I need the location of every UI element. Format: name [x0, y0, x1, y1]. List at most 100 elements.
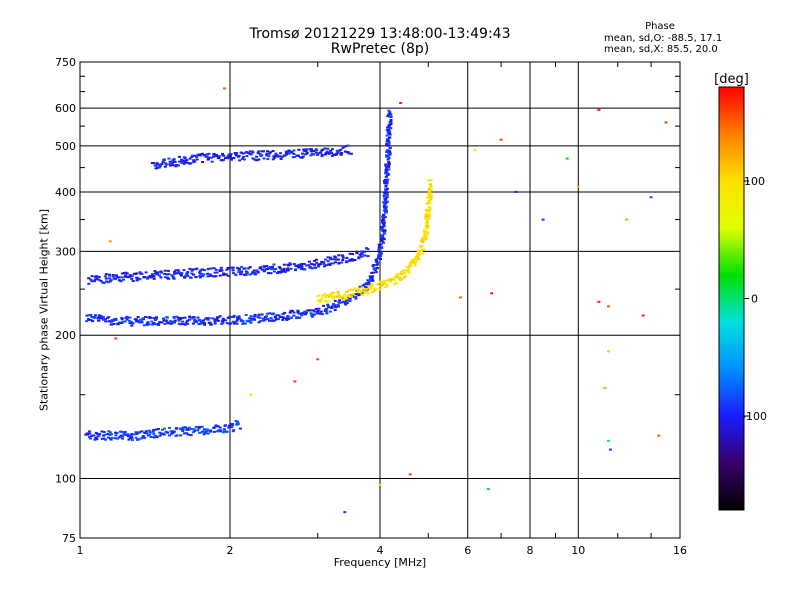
trace-point — [188, 157, 192, 160]
trace-point — [425, 227, 429, 230]
trace-point — [366, 248, 370, 251]
trace-point — [328, 310, 332, 313]
trace-point — [319, 301, 322, 304]
trace-point — [234, 273, 238, 276]
trace-point — [177, 319, 181, 322]
trace-point — [206, 318, 210, 321]
trace-point — [114, 434, 118, 437]
trace-point — [360, 255, 363, 258]
trace-point — [336, 304, 340, 307]
trace-point — [428, 187, 432, 190]
trace-point — [345, 302, 349, 304]
trace-point — [385, 154, 389, 157]
trace-point — [387, 139, 391, 142]
trace-point — [163, 272, 167, 275]
scatter-point — [625, 218, 629, 221]
trace-point — [192, 159, 196, 162]
trace-point — [229, 157, 233, 160]
trace-point — [292, 156, 296, 158]
trace-point — [338, 295, 342, 298]
trace-point — [144, 430, 148, 433]
trace-point — [232, 157, 236, 160]
trace-point — [272, 155, 276, 158]
trace-point — [295, 154, 299, 157]
x-tick-label: 10 — [571, 544, 585, 557]
trace-point — [373, 289, 377, 292]
trace-point — [119, 280, 123, 283]
trace-point — [343, 300, 347, 303]
trace-point — [376, 263, 379, 266]
trace-point — [199, 322, 203, 325]
trace-point — [173, 321, 176, 324]
trace-point — [422, 228, 426, 231]
trace-point — [221, 158, 225, 161]
trace-point — [370, 271, 374, 274]
trace-point — [123, 275, 127, 278]
colorbar-tick-label: 0 — [751, 293, 758, 306]
trace-point — [381, 221, 385, 224]
trace-point — [248, 150, 252, 153]
trace-point — [89, 314, 93, 316]
trace-point — [190, 317, 193, 320]
trace-point — [312, 259, 316, 262]
trace-point — [387, 278, 391, 281]
trace-point — [150, 162, 154, 164]
trace-point — [122, 432, 126, 435]
trace-point — [168, 434, 171, 437]
trace-point — [162, 319, 166, 322]
x-axis-label: Frequency [MHz] — [333, 556, 427, 569]
trace-point — [380, 225, 384, 228]
trace-point — [230, 425, 234, 428]
trace-point — [203, 154, 207, 157]
trace-point — [237, 315, 241, 318]
trace-point — [191, 322, 195, 325]
trace-point — [311, 315, 314, 318]
trace-point — [173, 319, 177, 322]
trace-point — [174, 269, 178, 272]
trace-point — [236, 155, 240, 158]
trace-point — [350, 295, 353, 298]
trace-point — [402, 272, 406, 275]
trace-point — [338, 299, 341, 302]
trace-point — [242, 155, 245, 158]
trace-point — [175, 315, 179, 318]
trace-point — [224, 319, 228, 322]
trace-point — [343, 145, 347, 148]
trace-point — [93, 280, 96, 283]
trace-point — [212, 275, 216, 278]
trace-point — [426, 215, 430, 218]
trace-point — [197, 427, 201, 430]
trace-point — [241, 157, 244, 160]
trace-point — [283, 311, 287, 314]
trace-point — [122, 272, 126, 274]
y-tick-label: 300 — [55, 245, 76, 258]
trace-point — [387, 150, 391, 153]
trace-point — [119, 434, 123, 437]
trace-point — [388, 133, 392, 136]
scatter-point — [608, 448, 612, 451]
trace-point — [388, 121, 392, 124]
trace-point — [213, 322, 217, 325]
trace-point — [325, 312, 329, 315]
trace-point — [320, 153, 324, 156]
trace-point — [209, 323, 213, 326]
trace-point — [309, 154, 313, 157]
trace-point — [87, 318, 91, 321]
trace-point — [269, 268, 273, 271]
trace-point — [250, 150, 254, 153]
trace-point — [201, 430, 205, 433]
trace-point — [158, 166, 162, 169]
trace-point — [167, 277, 171, 280]
trace-point — [231, 269, 235, 272]
trace-point — [421, 252, 425, 255]
trace-point — [195, 158, 199, 161]
trace-point — [305, 151, 309, 154]
trace-point — [371, 275, 375, 278]
trace-point — [425, 209, 429, 212]
trace-point — [125, 318, 129, 321]
trace-point — [209, 430, 213, 433]
trace-point — [374, 263, 378, 266]
trace-point — [137, 438, 141, 441]
trace-point — [329, 149, 333, 152]
trace-point — [334, 256, 338, 259]
